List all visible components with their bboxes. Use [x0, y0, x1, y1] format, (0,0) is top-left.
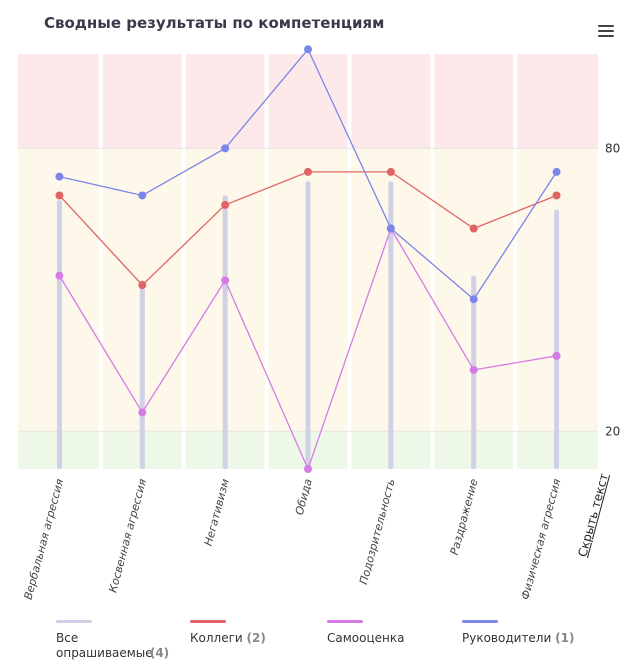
x-tick-label-6: Физическая агрессия [519, 477, 564, 601]
point-self-6[interactable] [552, 351, 561, 360]
point-self-0[interactable] [55, 271, 64, 280]
bar-all-3[interactable] [305, 181, 311, 470]
legend-label-all: Все опрашиваемые [56, 631, 153, 660]
legend-item-colleagues[interactable]: Коллеги (2) [190, 620, 266, 646]
point-colleagues-1[interactable] [138, 281, 147, 290]
bar-all-1[interactable] [139, 280, 145, 469]
point-managers-0[interactable] [55, 172, 64, 181]
legend-label-colleagues: Коллеги [190, 631, 243, 645]
column-separator [98, 54, 103, 469]
y-tick-label: 20 [605, 424, 620, 438]
bar-all-6[interactable] [554, 209, 560, 469]
point-managers-3[interactable] [304, 45, 312, 54]
point-self-2[interactable] [221, 276, 230, 285]
x-tick-label-0: Вербальная агрессия [22, 477, 67, 601]
legend-count-managers: (1) [555, 631, 575, 645]
bar-all-4[interactable] [388, 181, 394, 470]
y-tick-label: 80 [605, 141, 620, 155]
legend-swatch-self [327, 620, 363, 623]
legend-label-managers: Руководители [462, 631, 552, 645]
point-colleagues-2[interactable] [221, 200, 230, 209]
column-separator [513, 54, 518, 469]
point-managers-5[interactable] [469, 295, 478, 304]
point-colleagues-3[interactable] [304, 167, 312, 176]
column-separator [264, 54, 269, 469]
legend-swatch-all [56, 620, 92, 623]
point-managers-2[interactable] [221, 144, 230, 153]
legend-count-colleagues: (2) [246, 631, 266, 645]
bar-all-2[interactable] [222, 195, 228, 469]
point-self-5[interactable] [469, 365, 478, 374]
x-tick-label-4: Подозрительность [357, 477, 398, 586]
chart-legend: Все опрашиваемые (4) Коллеги (2) Самооце… [0, 620, 624, 667]
point-colleagues-0[interactable] [55, 191, 64, 200]
legend-label-self: Самооценка [327, 631, 405, 645]
x-tick-label-1: Косвенная агрессия [106, 477, 149, 594]
bar-all-0[interactable] [56, 200, 62, 469]
hamburger-menu-icon[interactable] [598, 25, 614, 39]
legend-item-all[interactable]: Все опрашиваемые (4) [56, 620, 169, 661]
legend-swatch-managers [462, 620, 498, 623]
column-separator [430, 54, 435, 469]
point-managers-1[interactable] [138, 191, 147, 200]
x-tick-label-3: Обида [293, 477, 315, 516]
zone-red [18, 54, 598, 149]
legend-item-managers[interactable]: Руководители (1) [462, 620, 574, 646]
x-tick-label-5: Раздражение [448, 477, 481, 556]
x-tick-label-2: Негативизм [202, 477, 232, 547]
point-colleagues-6[interactable] [552, 191, 561, 200]
point-self-1[interactable] [138, 408, 147, 417]
legend-item-self[interactable]: Самооценка [327, 620, 404, 646]
chart-area: 20 80 Вербальная агрессия Косвенная агресс… [18, 45, 620, 601]
point-colleagues-4[interactable] [386, 167, 395, 176]
point-managers-6[interactable] [552, 167, 561, 176]
legend-swatch-colleagues [190, 620, 226, 623]
point-self-3[interactable] [304, 465, 312, 473]
legend-count-all: (4) [149, 646, 170, 660]
chart-title: Сводные результаты по компетенциям [44, 14, 385, 32]
point-managers-4[interactable] [386, 224, 395, 233]
column-separator [347, 54, 352, 469]
point-colleagues-5[interactable] [469, 224, 478, 233]
column-separator [181, 54, 186, 469]
